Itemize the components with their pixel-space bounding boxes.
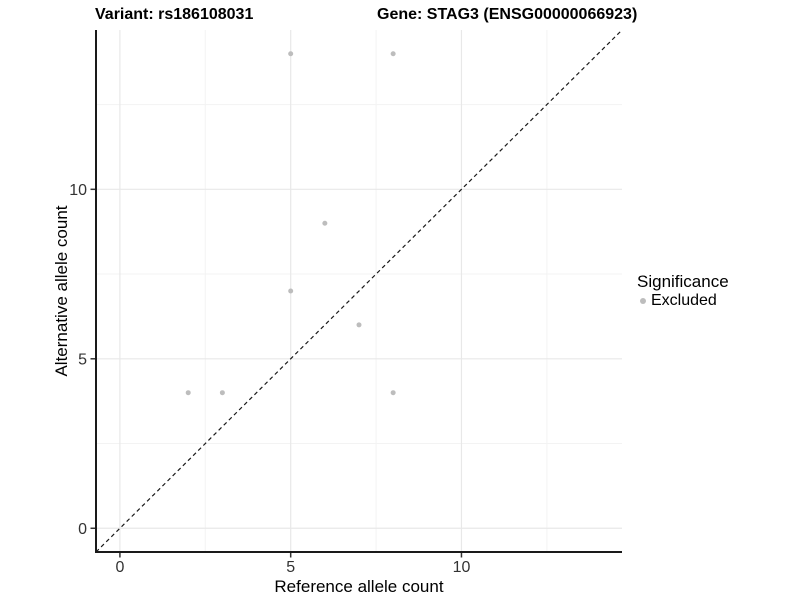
- y-axis-label: Alternative allele count: [52, 205, 71, 377]
- x-axis-label: Reference allele count: [274, 577, 444, 596]
- y-tick-label: 5: [78, 351, 87, 368]
- legend-title: Significance: [637, 272, 729, 291]
- minor-gridlines: [96, 30, 622, 552]
- x-tick-label: 5: [286, 559, 295, 576]
- x-tick-label: 0: [115, 559, 124, 576]
- data-point: [185, 390, 191, 396]
- axis-ticks: 0 5 10 0 5 10: [69, 182, 470, 576]
- major-gridlines: [96, 30, 622, 552]
- data-point: [390, 51, 396, 57]
- gene-title: Gene: STAG3 (ENSG00000066923): [377, 6, 638, 23]
- data-point: [356, 322, 362, 328]
- excluded-point-icon: [640, 298, 646, 304]
- series-excluded: [185, 51, 396, 396]
- data-point: [322, 220, 328, 226]
- data-point: [390, 390, 396, 396]
- x-tick-label: 10: [453, 559, 471, 576]
- y-tick-label: 0: [78, 521, 87, 538]
- data-point: [219, 390, 225, 396]
- identity-line: [95, 29, 623, 553]
- data-point: [288, 51, 294, 57]
- legend-item-excluded: Excluded: [637, 292, 729, 310]
- legend: Significance Excluded: [637, 271, 729, 310]
- data-point: [288, 288, 294, 294]
- variant-title: Variant: rs186108031: [95, 6, 254, 23]
- legend-item-label: Excluded: [651, 292, 717, 309]
- y-tick-label: 10: [69, 182, 87, 199]
